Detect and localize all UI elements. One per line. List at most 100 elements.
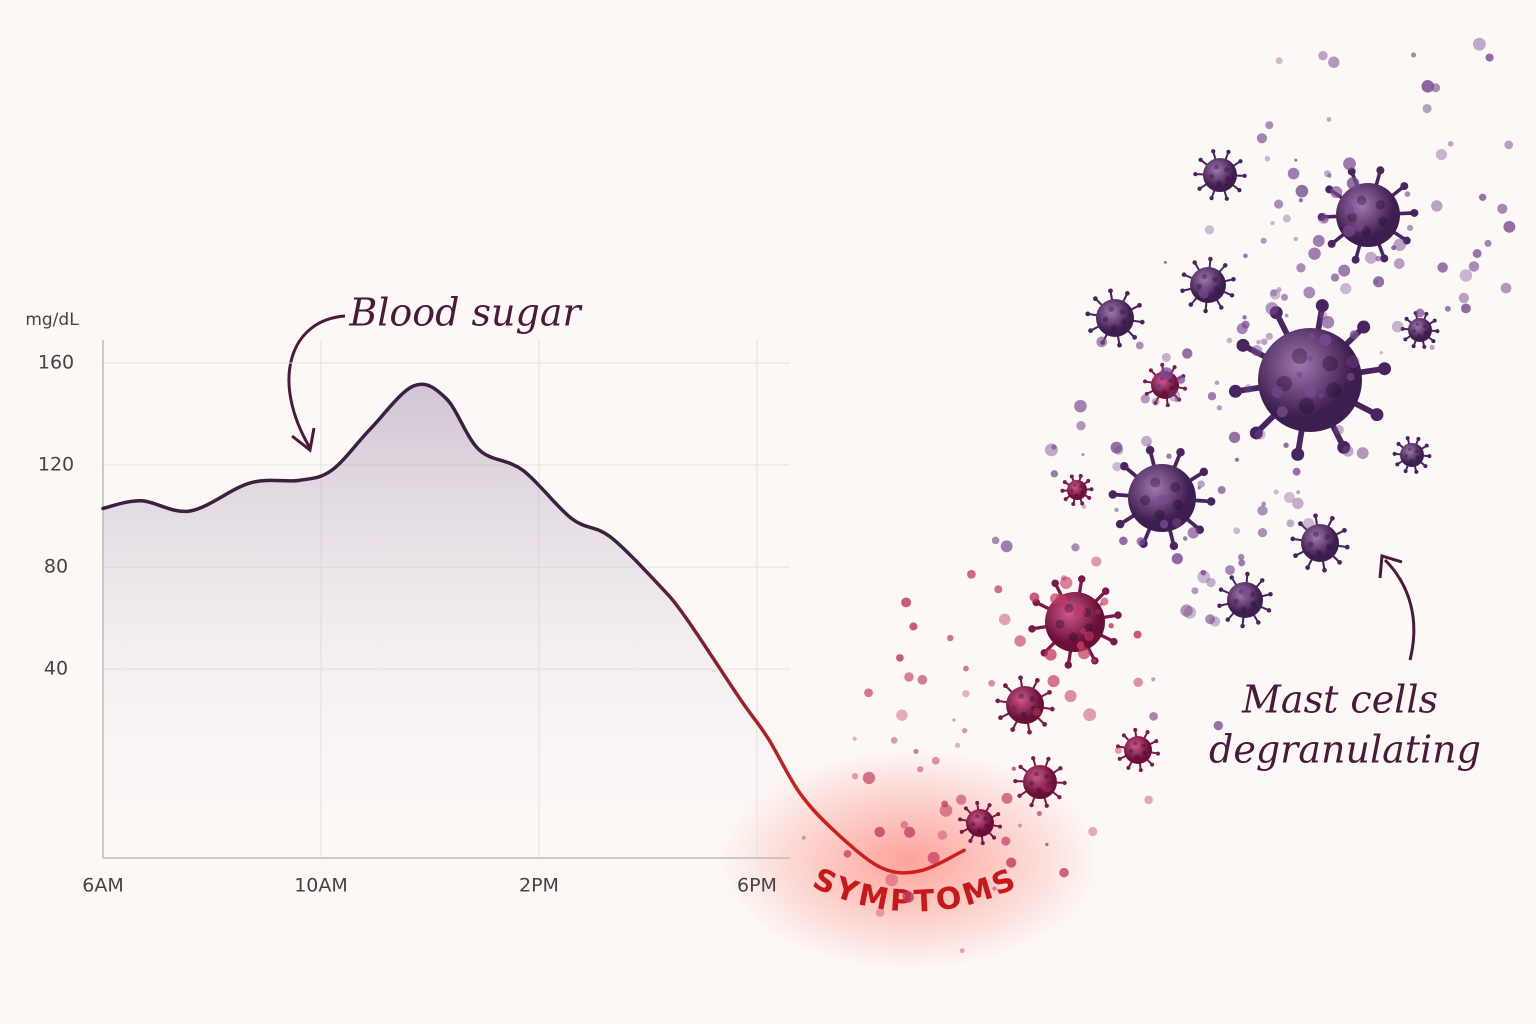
granule (1064, 603, 1074, 613)
granule (1045, 842, 1049, 847)
cell-body (1023, 765, 1057, 799)
granule (988, 679, 995, 687)
granule (1318, 50, 1328, 61)
spike-tip (1018, 764, 1023, 769)
spike-tip (959, 829, 964, 834)
granule (1212, 276, 1218, 283)
spike-tip (1064, 661, 1073, 669)
granule (1414, 449, 1419, 454)
spike-tip (1027, 729, 1032, 735)
granule (1159, 519, 1169, 529)
granule (1504, 140, 1514, 150)
cell-body (1124, 736, 1152, 764)
granule (1312, 235, 1325, 247)
spike-tip (1293, 553, 1298, 559)
granule (1213, 720, 1223, 731)
spike-tip (1148, 368, 1153, 373)
spike-tip (1357, 320, 1371, 334)
granule (961, 728, 968, 734)
spike-tip (1139, 319, 1145, 325)
granule (890, 737, 898, 744)
granule (896, 709, 908, 721)
granule (1409, 459, 1414, 463)
granule (1407, 447, 1412, 452)
granule (984, 823, 989, 828)
cell-body (1258, 328, 1362, 432)
granule (1256, 133, 1268, 144)
spike-tip (1322, 567, 1327, 573)
granule (1422, 324, 1427, 329)
granule (975, 814, 980, 819)
spike-tip (1160, 362, 1165, 367)
granule (1344, 204, 1355, 215)
granule (1141, 435, 1152, 447)
granule (1176, 375, 1186, 384)
spike-tip (1400, 326, 1405, 331)
spike-tip (1177, 397, 1182, 402)
granule (1060, 575, 1067, 581)
granule (1257, 505, 1268, 516)
spike-tip (1110, 637, 1118, 646)
spike-tip (1071, 502, 1076, 507)
spike-tip (1378, 362, 1392, 376)
spike-tip (1226, 149, 1231, 154)
granule (1233, 598, 1239, 604)
granule (1055, 619, 1065, 629)
granule (1151, 677, 1156, 682)
granule (1133, 630, 1142, 639)
granule (1243, 384, 1253, 393)
granule (1458, 292, 1470, 304)
granule (1182, 348, 1193, 359)
y-tick-label: 40 (44, 658, 68, 680)
granule (909, 622, 918, 631)
cell-body (1400, 443, 1424, 467)
granule (1415, 455, 1420, 460)
granule (1226, 337, 1233, 344)
spike-tip (1154, 739, 1159, 744)
granule (1261, 338, 1268, 345)
arrow (287, 314, 346, 449)
granule (1302, 518, 1315, 531)
annotation: Mast cells (1241, 678, 1438, 722)
granule (1096, 336, 1108, 348)
spike-tip (1080, 501, 1085, 506)
granule (962, 690, 970, 698)
granule (1292, 497, 1304, 510)
spike-tip (1403, 337, 1408, 342)
cell-body (1151, 371, 1179, 399)
spike-tip (1351, 255, 1360, 264)
granule (1234, 457, 1239, 462)
spike-tip (1143, 379, 1148, 384)
granule (1136, 537, 1146, 546)
granule (1356, 195, 1367, 206)
arrow-head (1378, 554, 1403, 579)
granule (1296, 490, 1301, 495)
granule (954, 742, 961, 749)
spike-tip (1069, 474, 1074, 479)
spike-tip (1211, 149, 1216, 154)
granule (1183, 606, 1197, 619)
granule (1276, 406, 1288, 418)
granule (1321, 215, 1329, 224)
granule (904, 672, 914, 682)
granule (1265, 121, 1274, 130)
granule (1081, 452, 1085, 456)
spike-tip (987, 803, 992, 808)
spike-tip (1229, 575, 1234, 580)
granule (991, 536, 1000, 545)
granule (1014, 635, 1026, 647)
spike-tip (1172, 365, 1177, 370)
spike-tip (1145, 730, 1150, 735)
mast-cell (958, 800, 1002, 846)
granule (1313, 531, 1320, 538)
granule (1296, 263, 1306, 273)
x-tick-label: 6PM (737, 875, 777, 897)
spike-tip (1031, 756, 1036, 761)
spike-tip (1077, 575, 1086, 583)
spike-tip (1060, 488, 1065, 493)
spike-tip (1206, 497, 1216, 506)
spike-tip (980, 841, 985, 846)
granule (1250, 600, 1256, 607)
granule (885, 873, 899, 887)
spike-tip (1424, 443, 1429, 448)
